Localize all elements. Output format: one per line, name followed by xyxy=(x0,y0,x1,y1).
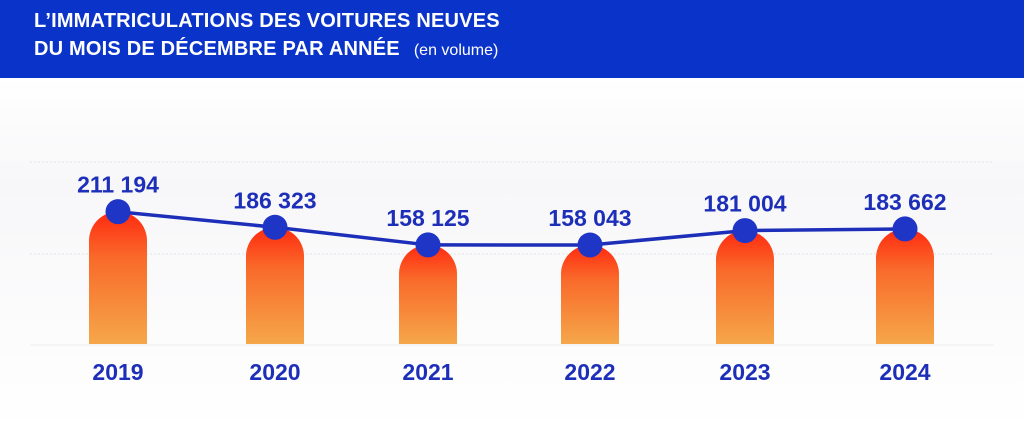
trend-line xyxy=(117,209,906,247)
value-label-2022: 158 043 xyxy=(548,205,631,231)
chart-title-line2: DU MOIS DE DÉCEMBRE PAR ANNÉE (en volume) xyxy=(34,38,498,61)
bar-2023 xyxy=(716,230,774,344)
value-label-2019: 211 194 xyxy=(77,172,159,198)
bar-2020 xyxy=(246,227,304,344)
bar-2024 xyxy=(876,228,934,344)
chart-title-line2-text: DU MOIS DE DÉCEMBRE PAR ANNÉE xyxy=(34,38,400,60)
bars xyxy=(89,211,934,344)
chart-title-line1: L’IMMATRICULATIONS DES VOITURES NEUVES xyxy=(34,10,500,32)
bar-2022 xyxy=(561,244,619,344)
gridlines xyxy=(30,161,994,346)
chart-header: L’IMMATRICULATIONS DES VOITURES NEUVES D… xyxy=(0,0,1024,78)
marker-2023 xyxy=(732,218,758,244)
bar-line-chart: 211 194 186 323 158 125 158 043 181 004 183 6… xyxy=(30,161,994,385)
category-label-2023: 2023 xyxy=(719,359,770,385)
category-labels: 2019 2020 2021 2022 2023 2024 xyxy=(92,359,930,385)
marker-2019 xyxy=(105,199,131,225)
value-label-2023: 181 004 xyxy=(703,191,786,217)
category-label-2021: 2021 xyxy=(402,359,453,385)
category-label-2019: 2019 xyxy=(92,359,143,385)
category-label-2020: 2020 xyxy=(249,359,300,385)
category-label-2024: 2024 xyxy=(879,359,930,385)
category-label-2022: 2022 xyxy=(564,359,615,385)
value-label-2024: 183 662 xyxy=(863,189,946,215)
value-label-2020: 186 323 xyxy=(233,187,316,213)
value-label-2021: 158 125 xyxy=(386,205,469,231)
marker-2020 xyxy=(262,214,288,240)
value-labels: 211 194 186 323 158 125 158 043 181 004 183 6… xyxy=(77,172,947,231)
bar-2021 xyxy=(399,244,457,344)
chart-area: 211 194 186 323 158 125 158 043 181 004 183 6… xyxy=(0,78,1024,432)
trend-polyline xyxy=(117,209,906,247)
markers xyxy=(105,199,918,258)
marker-2024 xyxy=(892,216,918,242)
marker-2022 xyxy=(577,232,603,258)
bar-2019 xyxy=(89,211,147,344)
chart-subtitle: (en volume) xyxy=(413,42,499,59)
marker-2021 xyxy=(415,232,441,258)
